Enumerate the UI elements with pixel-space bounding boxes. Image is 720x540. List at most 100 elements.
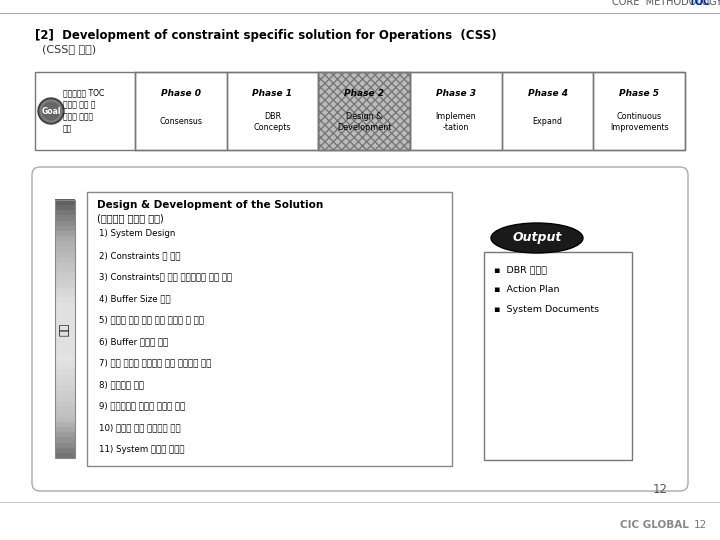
Text: Phase 1: Phase 1 [253, 89, 292, 98]
Text: Continuous
Improvements: Continuous Improvements [610, 112, 668, 132]
Bar [55, 298, 75, 303]
Text: ▪  DBR 구현도: ▪ DBR 구현도 [494, 266, 547, 274]
FancyBboxPatch shape [32, 167, 688, 491]
Bar [55, 396, 75, 401]
Bar [55, 200, 75, 458]
Bar [55, 421, 75, 427]
Text: (솔루션의 설계화 개발): (솔루션의 설계화 개발) [97, 213, 163, 223]
Text: 경영진과의 TOC
추진을 위한 공
감대와 목표의
정의: 경영진과의 TOC 추진을 위한 공 감대와 목표의 정의 [63, 89, 104, 133]
Bar [55, 360, 75, 365]
Bar [55, 406, 75, 411]
Circle shape [41, 101, 61, 121]
Bar [55, 241, 75, 246]
Bar [55, 231, 75, 236]
Bar [55, 277, 75, 282]
Text: 6) Buffer 관리의 정의: 6) Buffer 관리의 정의 [99, 337, 168, 346]
Bar [55, 380, 75, 386]
Bar [55, 256, 75, 262]
Text: Phase 3: Phase 3 [436, 89, 476, 98]
Bar [55, 199, 75, 205]
Text: 3) Constraints에 따른 스케줄링의 규칙 결정: 3) Constraints에 따른 스케줄링의 규칙 결정 [99, 273, 232, 281]
Bar [55, 323, 75, 329]
Bar [55, 390, 75, 396]
Bar [55, 385, 75, 391]
Bar [55, 246, 75, 252]
Circle shape [38, 98, 64, 124]
Bar [55, 205, 75, 210]
Text: 담당: 담당 [60, 322, 70, 336]
Text: 11) System 설계의 문서화: 11) System 설계의 문서화 [99, 445, 184, 454]
Bar [55, 308, 75, 314]
Bar [55, 287, 75, 293]
Bar [55, 261, 75, 267]
Bar [55, 437, 75, 442]
Bar [55, 328, 75, 334]
Text: (CSS의 개발): (CSS의 개발) [35, 44, 96, 54]
Bar [55, 344, 75, 349]
Bar [135, 72, 227, 150]
Ellipse shape [491, 223, 583, 253]
Bar [55, 442, 75, 448]
Text: Phase 4: Phase 4 [528, 89, 567, 98]
Text: 4) Buffer Size 설계: 4) Buffer Size 설계 [99, 294, 171, 303]
Bar [55, 210, 75, 215]
Bar [55, 313, 75, 319]
Text: 8) 실행계획 수립: 8) 실행계획 수립 [99, 380, 144, 389]
Bar [55, 318, 75, 324]
Text: 5) 제약에 맞춰 다른 모든 공정을 재 배열: 5) 제약에 맞춰 다른 모든 공정을 재 배열 [99, 315, 204, 325]
Text: 12: 12 [693, 520, 706, 530]
Text: Phase 5: Phase 5 [619, 89, 660, 98]
Text: ▪  Action Plan: ▪ Action Plan [494, 286, 559, 294]
Bar [318, 72, 410, 150]
Text: 9) 의사소통과 필요한 행동의 강화: 9) 의사소통과 필요한 행동의 강화 [99, 402, 185, 411]
Bar [55, 220, 75, 226]
Bar [55, 349, 75, 355]
Text: CORE  METHODOLOGY: CORE METHODOLOGY [612, 0, 720, 7]
Bar [55, 334, 75, 339]
Bar [35, 72, 685, 150]
Text: TOC: TOC [689, 0, 711, 7]
Bar [55, 364, 75, 370]
Bar [55, 235, 75, 241]
Text: Implemen
-tation: Implemen -tation [436, 112, 476, 132]
Bar [55, 427, 75, 432]
Bar [55, 431, 75, 437]
Bar [502, 72, 593, 150]
Bar [87, 192, 452, 466]
Circle shape [42, 102, 60, 120]
Text: 7) 직접 관련된 사람들의 운영 행동규칙 정의: 7) 직접 관련된 사람들의 운영 행동규칙 정의 [99, 359, 212, 368]
Text: 12: 12 [652, 483, 667, 496]
Bar [55, 272, 75, 278]
Text: 10) 실행에 따른 행동계획 수립: 10) 실행에 따른 행동계획 수립 [99, 423, 181, 432]
Bar [55, 292, 75, 298]
Bar [227, 72, 318, 150]
Text: 2) Constraints 의 결정: 2) Constraints 의 결정 [99, 251, 181, 260]
Text: Phase 2: Phase 2 [344, 89, 384, 98]
Bar [55, 251, 75, 256]
Text: 1) System Design: 1) System Design [99, 230, 176, 239]
Bar [55, 267, 75, 272]
Bar [55, 282, 75, 288]
Text: Consensus: Consensus [159, 117, 202, 126]
Text: Phase 0: Phase 0 [161, 89, 201, 98]
Circle shape [40, 100, 62, 122]
Bar [484, 252, 632, 460]
Bar [55, 447, 75, 453]
Text: DBR
Concepts: DBR Concepts [253, 112, 292, 132]
Bar [55, 339, 75, 345]
Text: CIC GLOBAL: CIC GLOBAL [620, 520, 689, 530]
Bar [318, 72, 410, 150]
Bar [593, 72, 685, 150]
Text: Design &
Development: Design & Development [337, 112, 392, 132]
Text: Expand: Expand [533, 117, 562, 126]
Text: [2]  Development of constraint specific solution for Operations  (CSS): [2] Development of constraint specific s… [35, 30, 497, 43]
Bar [55, 225, 75, 231]
Bar [55, 215, 75, 221]
Bar [55, 370, 75, 375]
Bar [55, 411, 75, 417]
Bar [55, 303, 75, 308]
Bar [55, 354, 75, 360]
Bar [55, 401, 75, 407]
Bar [410, 72, 502, 150]
Text: Output: Output [513, 232, 562, 245]
